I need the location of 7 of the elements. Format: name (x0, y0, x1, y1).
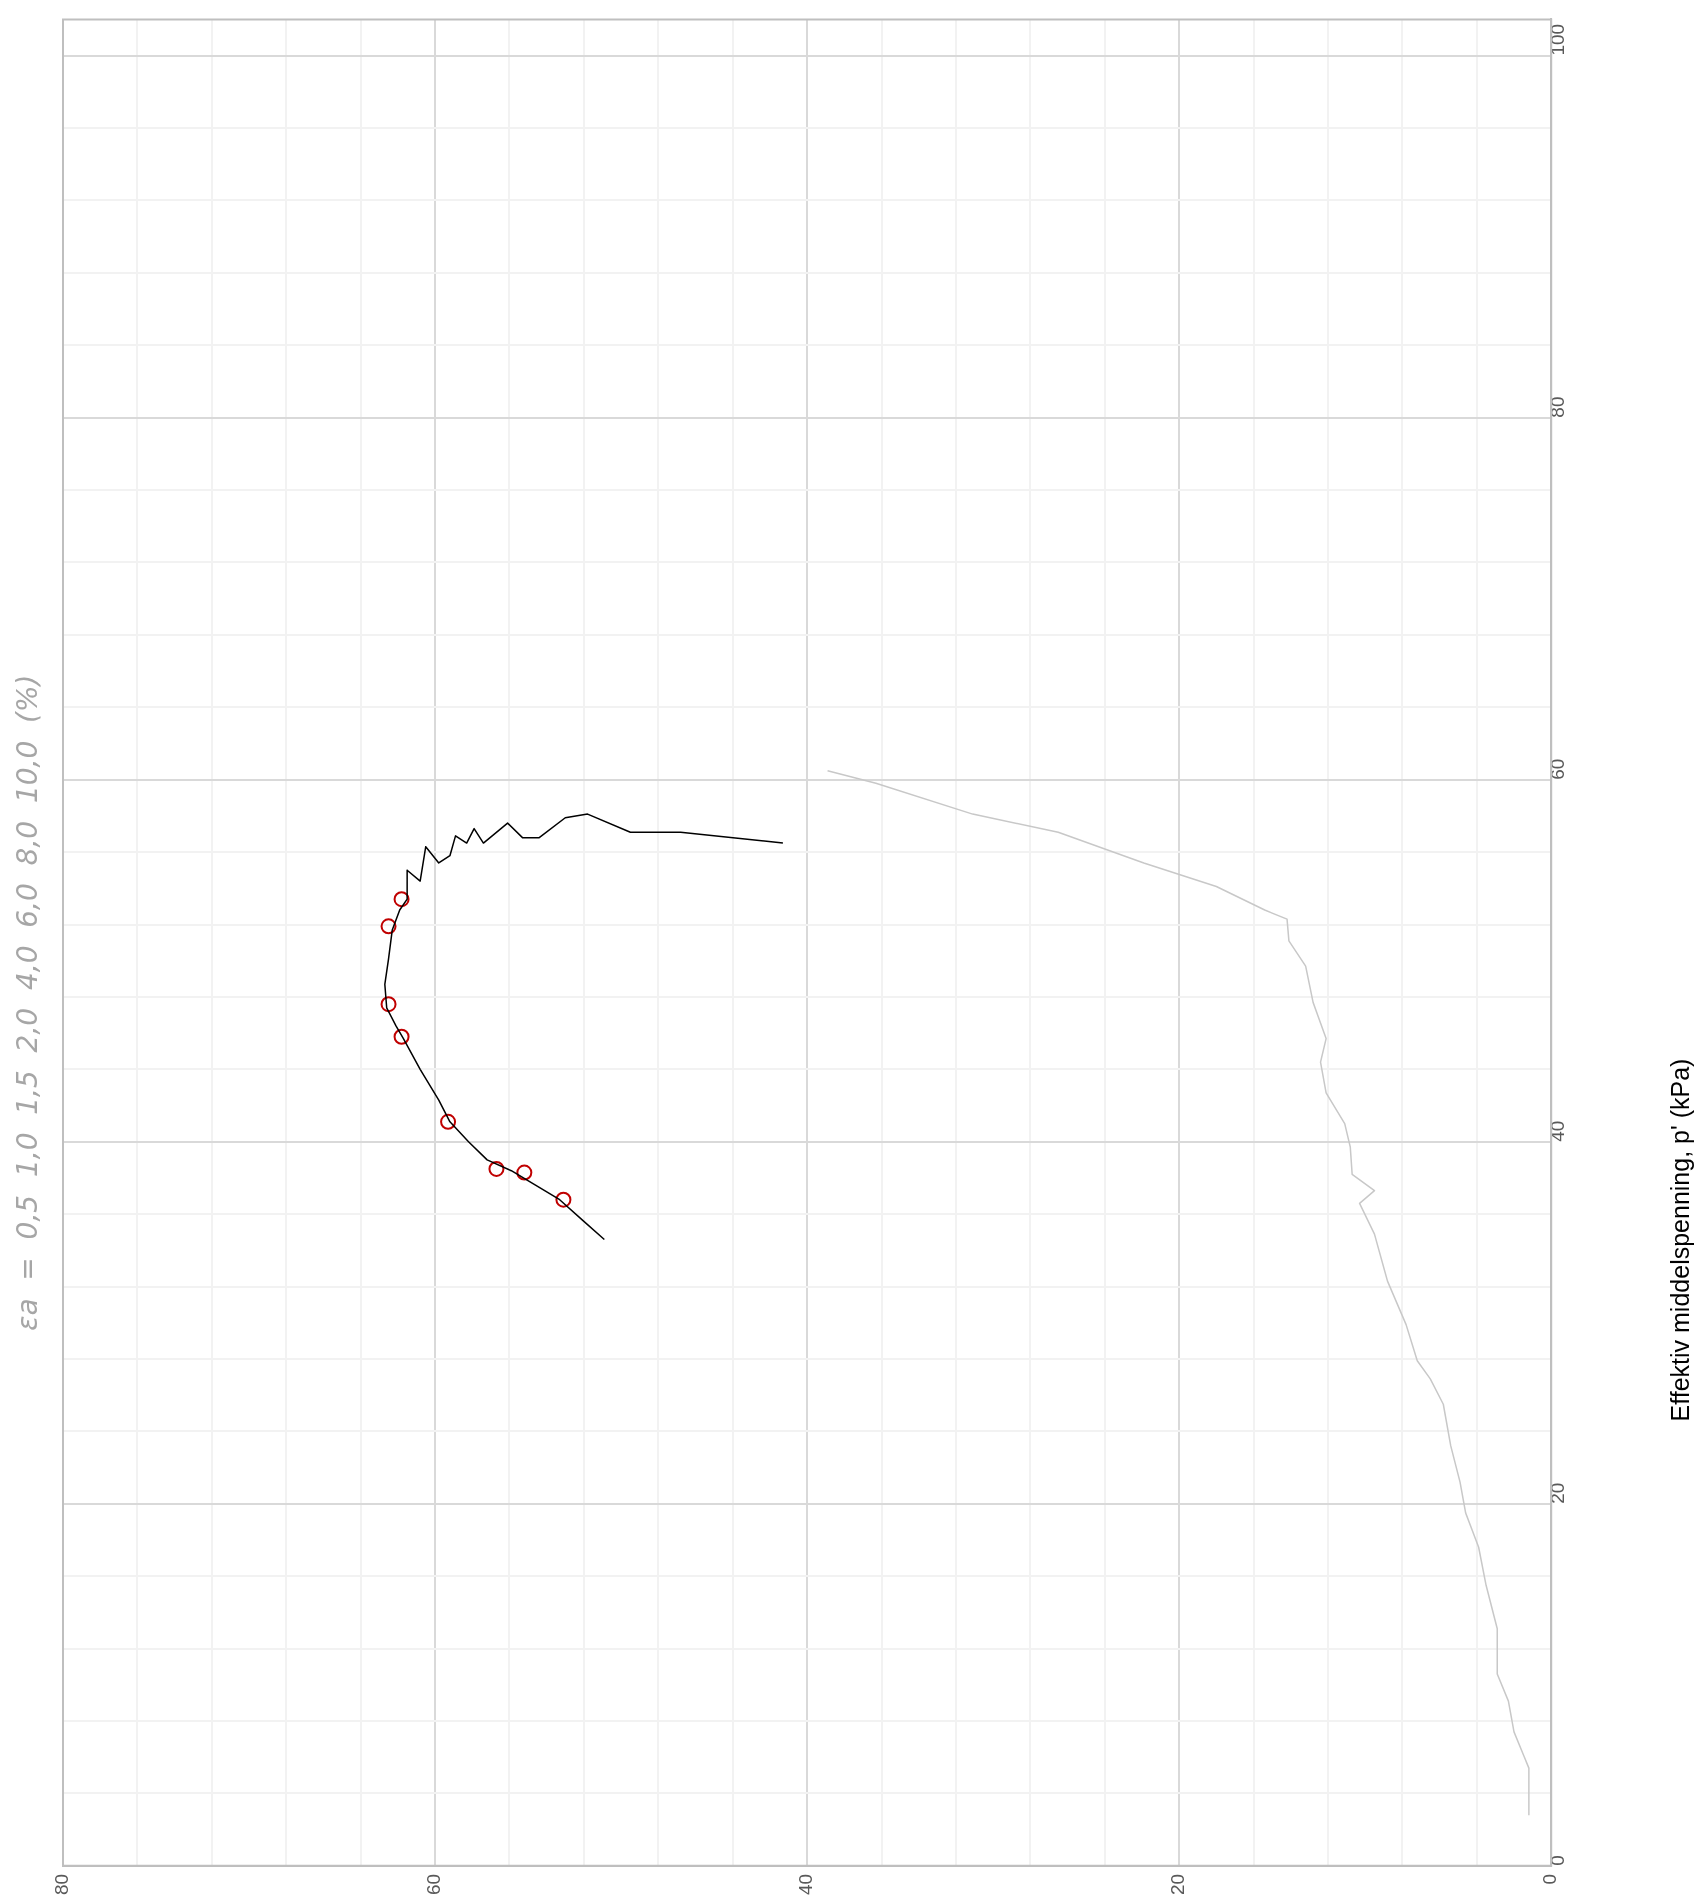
x-tick-label: 60 (423, 1873, 445, 1896)
x-tick-label: 80 (51, 1873, 73, 1896)
x-tick-label: 0 (1539, 1873, 1561, 1885)
x-tick-label: 40 (795, 1873, 817, 1896)
x-tick-label: 20 (1167, 1873, 1189, 1896)
text: εa = 0,5 1,0 1,5 2,0 4,0 6,0 8,0 10,0 (%) (11, 674, 45, 1331)
y-axis-title: Effektiv middelspenning, p' (kPa) (1665, 1058, 1694, 1422)
